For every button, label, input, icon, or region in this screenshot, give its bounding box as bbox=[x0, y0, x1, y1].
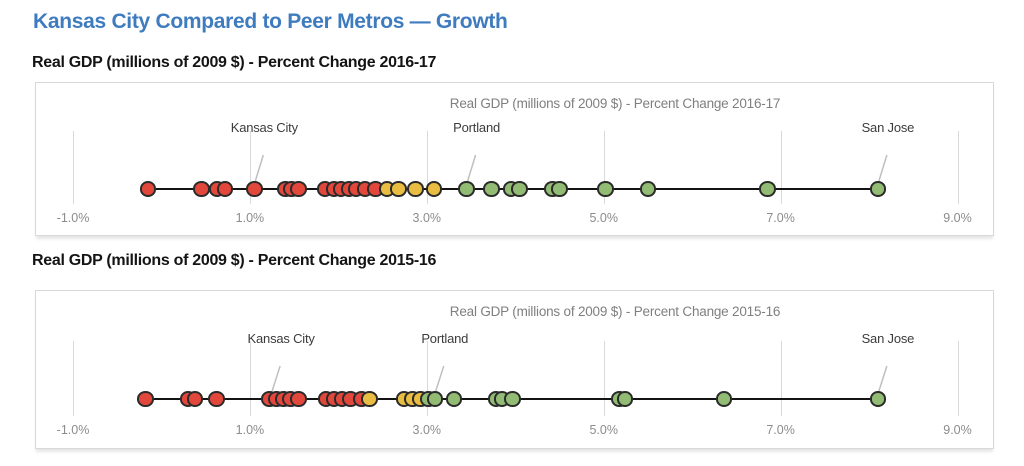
data-point-dot bbox=[483, 181, 500, 197]
annotation-label-kansas-city: Kansas City bbox=[247, 331, 315, 346]
x-gridline bbox=[249, 131, 251, 204]
annotation-label-portland: Portland bbox=[421, 331, 469, 346]
chart-inner-title: Real GDP (millions of 2009 $) - Percent … bbox=[449, 96, 781, 111]
data-point-dot bbox=[139, 181, 157, 197]
data-point-dot bbox=[137, 391, 154, 407]
x-gridline bbox=[73, 131, 74, 204]
data-point-dot bbox=[759, 181, 776, 197]
data-point-dot bbox=[551, 181, 568, 197]
data-point-dot bbox=[246, 181, 263, 197]
annotation-label-kansas-city: Kansas City bbox=[230, 120, 298, 135]
annotation-pointer-line bbox=[466, 154, 477, 182]
data-point-dot bbox=[407, 181, 424, 197]
x-gridline bbox=[957, 131, 959, 204]
x-gridline bbox=[780, 131, 782, 204]
data-point-dot bbox=[445, 391, 463, 407]
x-gridline bbox=[603, 341, 605, 416]
annotation-pointer-line bbox=[878, 365, 888, 392]
chart-panel-2015-16: Real GDP (millions of 2009 $) - Percent … bbox=[35, 290, 994, 449]
data-point-dot bbox=[511, 181, 528, 197]
x-axis-tick-label: 5.0% bbox=[589, 423, 618, 437]
data-point-dot bbox=[869, 391, 887, 407]
chart-heading-2015-16: Real GDP (millions of 2009 $) - Percent … bbox=[32, 252, 437, 269]
x-axis-tick-label: 3.0% bbox=[412, 211, 442, 225]
x-axis-tick-label: 9.0% bbox=[943, 423, 972, 437]
data-point-dot bbox=[458, 181, 475, 197]
annotation-label-portland: Portland bbox=[453, 120, 501, 135]
data-point-dot bbox=[216, 181, 234, 197]
annotation-pointer-line bbox=[878, 154, 888, 182]
x-axis-tick-label: 5.0% bbox=[589, 211, 618, 225]
x-axis-tick-label: -1.0% bbox=[56, 423, 90, 437]
x-axis-tick-label: -1.0% bbox=[56, 211, 90, 225]
data-point-dot bbox=[616, 391, 634, 407]
annotation-label-san-jose: San Jose bbox=[861, 120, 915, 135]
data-point-dot bbox=[597, 181, 614, 197]
annotation-pointer-line bbox=[254, 154, 265, 182]
annotation-pointer-line bbox=[271, 365, 281, 392]
x-axis-tick-label: 7.0% bbox=[766, 211, 795, 225]
data-point-dot bbox=[361, 391, 378, 407]
x-gridline bbox=[603, 131, 605, 204]
page-title: Kansas City Compared to Peer Metros — Gr… bbox=[33, 10, 508, 33]
data-point-dot bbox=[639, 181, 657, 197]
data-point-dot bbox=[426, 391, 443, 407]
x-gridline bbox=[957, 341, 959, 416]
data-point-dot bbox=[290, 181, 307, 197]
x-gridline bbox=[73, 341, 74, 416]
x-axis-tick-label: 9.0% bbox=[943, 211, 972, 225]
data-point-dot bbox=[208, 391, 225, 407]
data-point-dot bbox=[186, 391, 204, 407]
data-point-dot bbox=[715, 391, 733, 407]
data-point-dot bbox=[390, 181, 407, 197]
chart-inner-title: Real GDP (millions of 2009 $) - Percent … bbox=[449, 304, 781, 319]
x-gridline bbox=[780, 341, 782, 416]
x-axis-tick-label: 1.0% bbox=[235, 211, 265, 225]
annotation-label-san-jose: San Jose bbox=[861, 331, 915, 346]
chart-heading-2016-17: Real GDP (millions of 2009 $) - Percent … bbox=[32, 54, 437, 71]
annotation-pointer-line bbox=[435, 365, 445, 392]
x-gridline bbox=[249, 341, 251, 416]
x-gridline bbox=[426, 341, 428, 416]
x-axis-tick-label: 7.0% bbox=[766, 423, 795, 437]
chart-panel-2016-17: Real GDP (millions of 2009 $) - Percent … bbox=[35, 82, 994, 236]
data-point-dot bbox=[504, 391, 521, 407]
x-axis-tick-label: 3.0% bbox=[412, 423, 442, 437]
x-gridline bbox=[426, 131, 428, 204]
data-point-dot bbox=[425, 181, 443, 197]
x-axis-tick-label: 1.0% bbox=[235, 423, 265, 437]
data-point-dot bbox=[193, 181, 210, 197]
data-point-dot bbox=[869, 181, 887, 197]
data-point-dot bbox=[290, 391, 307, 407]
